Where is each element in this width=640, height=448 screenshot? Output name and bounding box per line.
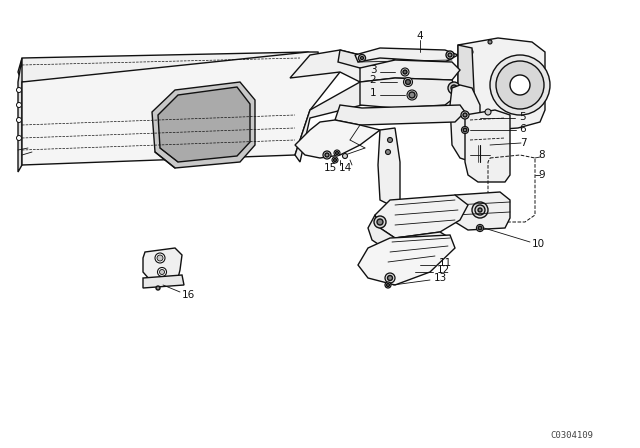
Circle shape: [374, 216, 386, 228]
Polygon shape: [18, 52, 340, 82]
Circle shape: [403, 70, 407, 74]
Circle shape: [467, 49, 473, 55]
Text: 11: 11: [438, 258, 452, 268]
Polygon shape: [358, 235, 455, 285]
Text: 5: 5: [518, 112, 525, 122]
Circle shape: [387, 284, 390, 287]
Polygon shape: [452, 192, 510, 230]
Circle shape: [488, 40, 492, 44]
Circle shape: [358, 55, 365, 61]
Polygon shape: [335, 105, 465, 125]
Polygon shape: [158, 87, 250, 162]
Circle shape: [325, 153, 329, 157]
Circle shape: [403, 78, 413, 86]
Text: 1: 1: [370, 88, 376, 98]
Text: 2: 2: [370, 75, 376, 85]
Polygon shape: [355, 48, 458, 62]
Circle shape: [451, 85, 457, 91]
Polygon shape: [450, 85, 480, 162]
Circle shape: [385, 273, 395, 283]
Circle shape: [385, 150, 390, 155]
Circle shape: [157, 255, 163, 261]
Circle shape: [157, 267, 166, 276]
Circle shape: [385, 282, 391, 288]
Circle shape: [472, 202, 488, 218]
Polygon shape: [375, 195, 468, 238]
Text: 14: 14: [339, 163, 351, 173]
Circle shape: [407, 90, 417, 100]
Circle shape: [448, 82, 460, 94]
Polygon shape: [18, 58, 22, 172]
Text: 3: 3: [370, 65, 376, 75]
Circle shape: [17, 135, 22, 141]
Circle shape: [496, 61, 544, 109]
Circle shape: [463, 113, 467, 117]
Circle shape: [461, 126, 468, 134]
Circle shape: [475, 205, 485, 215]
Text: 12: 12: [436, 265, 450, 275]
Text: 10: 10: [531, 239, 545, 249]
Circle shape: [448, 53, 452, 57]
Polygon shape: [458, 38, 545, 130]
Circle shape: [360, 56, 364, 60]
Circle shape: [17, 117, 22, 122]
Circle shape: [401, 68, 409, 76]
Circle shape: [17, 87, 22, 92]
Polygon shape: [465, 110, 510, 182]
Polygon shape: [295, 82, 368, 162]
Polygon shape: [290, 50, 365, 82]
Text: 7: 7: [520, 138, 526, 148]
Circle shape: [17, 103, 22, 108]
Text: 8: 8: [539, 150, 545, 160]
Circle shape: [510, 75, 530, 95]
Text: C0304109: C0304109: [550, 431, 593, 439]
Circle shape: [155, 253, 165, 263]
Circle shape: [335, 151, 339, 155]
Polygon shape: [458, 45, 475, 125]
Text: 15: 15: [323, 163, 337, 173]
Circle shape: [156, 286, 160, 290]
Circle shape: [485, 109, 491, 115]
Circle shape: [463, 128, 467, 132]
Circle shape: [387, 138, 392, 142]
Polygon shape: [368, 215, 450, 252]
Circle shape: [446, 51, 454, 59]
Circle shape: [377, 219, 383, 225]
Polygon shape: [338, 50, 395, 72]
Polygon shape: [295, 120, 380, 158]
Polygon shape: [143, 275, 184, 288]
Circle shape: [409, 92, 415, 98]
Circle shape: [477, 224, 483, 232]
Text: 9: 9: [539, 170, 545, 180]
Circle shape: [323, 151, 331, 159]
Circle shape: [332, 157, 338, 163]
Circle shape: [461, 111, 469, 119]
Circle shape: [478, 208, 482, 212]
Polygon shape: [360, 78, 458, 108]
Polygon shape: [22, 52, 340, 165]
Circle shape: [387, 276, 392, 280]
Text: 16: 16: [181, 290, 195, 300]
Circle shape: [342, 154, 348, 159]
Polygon shape: [143, 248, 182, 282]
Text: 4: 4: [417, 31, 423, 41]
Polygon shape: [378, 128, 400, 205]
Polygon shape: [360, 60, 460, 82]
Circle shape: [333, 159, 337, 161]
Circle shape: [159, 270, 164, 275]
Circle shape: [334, 150, 340, 156]
Circle shape: [490, 55, 550, 115]
Polygon shape: [152, 82, 255, 168]
Circle shape: [478, 226, 482, 230]
Circle shape: [406, 79, 410, 85]
Text: 6: 6: [520, 124, 526, 134]
Text: 13: 13: [433, 273, 447, 283]
